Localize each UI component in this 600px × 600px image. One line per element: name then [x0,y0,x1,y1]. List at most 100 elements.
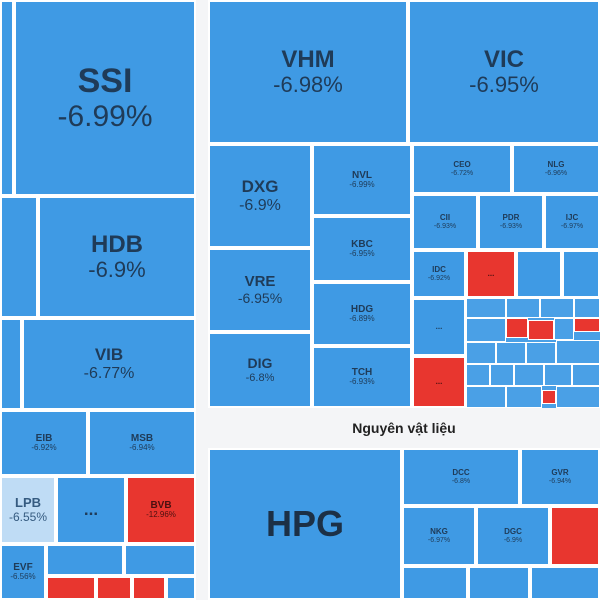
tile-hpg[interactable]: HPG [208,448,402,600]
tile-ticker: VIB [94,344,124,364]
tile-ceo[interactable]: CEO -6.72% [412,144,512,194]
tile-small-g[interactable] [516,250,562,298]
tile-change: -6.9% [503,536,523,544]
tile-small-f[interactable] [166,576,196,600]
mini-tile[interactable] [554,318,574,340]
tile-red-floor-3[interactable] [550,506,600,566]
tile-msb[interactable]: MSB -6.94% [88,410,196,476]
mini-tile[interactable] [506,386,542,408]
tile-edge-2[interactable] [0,196,38,318]
mini-tile[interactable] [556,386,600,408]
tile-small-d[interactable] [96,576,132,600]
tile-evf[interactable]: EVF -6.56% [0,544,46,600]
tile-edge-3[interactable] [0,318,22,410]
tile-ticker: DCC [452,467,470,477]
tile-hdb[interactable]: HDB -6.9% [38,196,196,318]
sector-title: Nguyên vật liệu [208,408,600,448]
mini-tile[interactable] [544,364,572,386]
tile-bvb[interactable]: BVB -12.96% [126,476,196,544]
tile-small-j[interactable] [468,566,530,600]
tile-tch[interactable]: TCH -6.93% [312,346,412,408]
tile-change: -12.96% [146,510,176,520]
tile-ticker: EIB [35,433,53,445]
tile-ticker: GVR [551,467,569,477]
mini-tile[interactable] [506,298,540,318]
mini-tile[interactable] [572,364,600,386]
tile-vib[interactable]: VIB -6.77% [22,318,196,410]
tile-change: -6.95% [237,289,283,306]
tile-ticker: SSI [77,61,133,100]
tile-ticker: NKG [430,526,448,536]
tile-kbc[interactable]: KBC -6.95% [312,216,412,282]
mini-tile[interactable] [490,364,514,386]
tile-more-banks[interactable]: ... [56,476,126,544]
tile-small-c[interactable] [46,576,96,600]
column-gap [196,0,208,600]
tile-ticker: PDR [502,212,520,222]
tile-small-a[interactable] [46,544,124,576]
tile-ticker: HDB [91,230,143,258]
mini-tile[interactable] [540,298,574,318]
tile-change: -6.89% [349,314,375,324]
mini-tile[interactable] [514,364,544,386]
tile-red-floor-1[interactable]: ... [466,250,516,298]
tile-hdg[interactable]: HDG -6.89% [312,282,412,346]
mini-tile[interactable] [574,298,600,318]
tile-change: -6.77% [83,364,135,382]
tile-small-e[interactable] [132,576,166,600]
mini-tile[interactable] [496,342,526,364]
tile-change: -6.95% [469,72,539,98]
tile-more-realestate[interactable]: ... [412,298,466,356]
tile-nkg[interactable]: NKG -6.97% [402,506,476,566]
tile-small-i[interactable] [402,566,468,600]
tile-red-floor-2[interactable]: ... [412,356,466,408]
tile-ticker: EVF [13,562,33,574]
tile-nvl[interactable]: NVL -6.99% [312,144,412,216]
tile-vre[interactable]: VRE -6.95% [208,248,312,332]
tile-ticker: NVL [352,170,372,182]
tile-cii[interactable]: CII -6.93% [412,194,478,250]
tile-edge-1[interactable] [0,0,14,196]
tile-lpb[interactable]: LPB -6.55% [0,476,56,544]
tile-change: -6.97% [427,536,451,544]
tile-pdr[interactable]: PDR -6.93% [478,194,544,250]
ellipsis-label: ... [487,268,495,278]
tile-gvr[interactable]: GVR -6.94% [520,448,600,506]
tile-ticker: VIC [483,45,524,73]
tile-ticker: BVB [150,500,172,512]
tile-small-b[interactable] [124,544,196,576]
tile-change: -6.93% [499,222,523,230]
tile-small-h[interactable] [562,250,600,298]
mini-tile[interactable] [506,318,528,338]
tile-dxg[interactable]: DXG -6.9% [208,144,312,248]
tile-dig[interactable]: DIG -6.8% [208,332,312,408]
mini-tile[interactable] [574,318,600,332]
tile-vhm[interactable]: VHM -6.98% [208,0,408,144]
tile-dcc[interactable]: DCC -6.8% [402,448,520,506]
tile-change: -6.9% [88,257,146,283]
mini-tile[interactable] [556,340,600,364]
tile-eib[interactable]: EIB -6.92% [0,410,88,476]
tile-ssi[interactable]: SSI -6.99% [14,0,196,196]
tile-change: -6.97% [560,222,584,230]
mini-tile[interactable] [526,342,556,364]
mini-tile[interactable] [466,342,496,364]
tile-ijc[interactable]: IJC -6.97% [544,194,600,250]
tile-change: -6.93% [433,222,457,230]
tile-idc[interactable]: IDC -6.92% [412,250,466,298]
tile-change: -6.99% [57,100,153,134]
mini-tile[interactable] [542,390,556,404]
mini-tiles-region [466,298,600,408]
tile-vic[interactable]: VIC -6.95% [408,0,600,144]
tile-ticker: TCH [351,367,373,379]
tile-ticker: DIG [247,355,273,372]
tile-small-k[interactable] [530,566,600,600]
mini-tile[interactable] [466,318,506,342]
mini-tile[interactable] [466,364,490,386]
tile-nlg[interactable]: NLG -6.96% [512,144,600,194]
tile-dgc[interactable]: DGC -6.9% [476,506,550,566]
mini-tile[interactable] [528,320,554,340]
mini-tile[interactable] [466,386,506,408]
tile-ticker: MSB [130,433,154,445]
mini-tile[interactable] [466,298,506,318]
